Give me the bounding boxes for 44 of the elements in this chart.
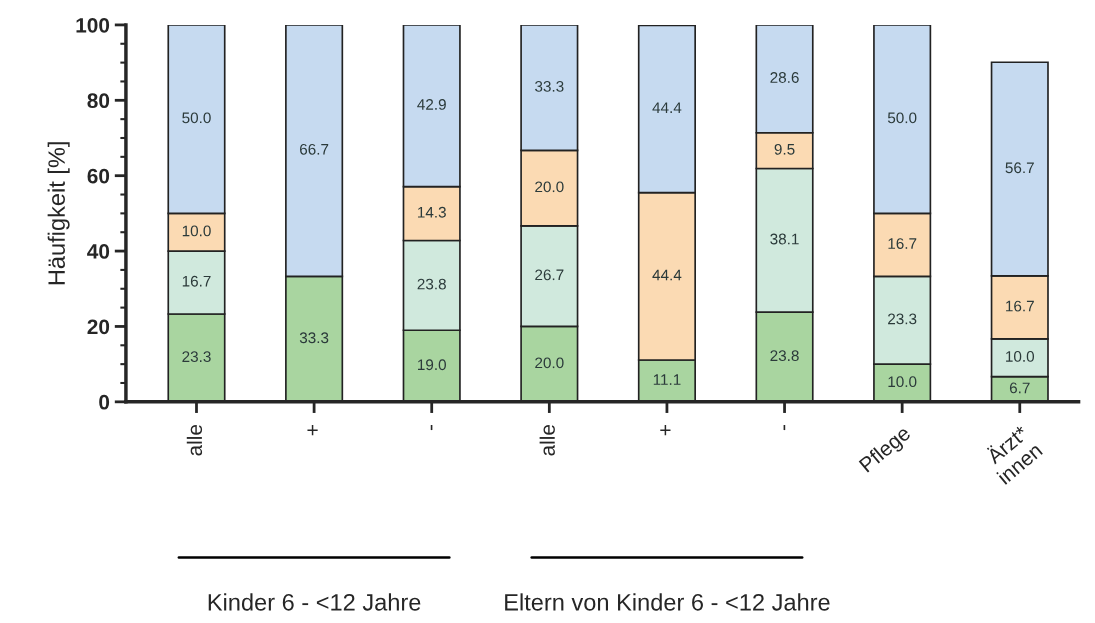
x-tick-label: - bbox=[430, 424, 433, 431]
data-label: 50.0 bbox=[887, 112, 917, 124]
data-label: 10.0 bbox=[888, 376, 917, 388]
y-tick-label: 60 bbox=[87, 168, 110, 184]
x-tick-label: alle bbox=[186, 424, 203, 456]
data-label: 6.7 bbox=[1009, 382, 1030, 394]
text: Eltern von Kinder 6 - <12 Jahre bbox=[505, 593, 830, 611]
x-tick-label: + bbox=[307, 425, 318, 436]
data-label: 50.0 bbox=[182, 112, 211, 124]
y-tick-label: 100 bbox=[76, 17, 110, 33]
data-label: 28.6 bbox=[770, 72, 799, 83]
data-label: 23.3 bbox=[888, 313, 917, 325]
data-label: 33.3 bbox=[535, 80, 564, 92]
data-label: 16.7 bbox=[182, 275, 211, 287]
x-tick-label: - bbox=[783, 424, 786, 431]
data-label: 16.7 bbox=[1006, 300, 1034, 312]
data-label: 26.7 bbox=[535, 269, 564, 281]
data-label: 33.3 bbox=[299, 332, 329, 344]
data-label: 23.3 bbox=[182, 351, 211, 363]
y-axis-title: Häufigkeit [%] bbox=[47, 142, 70, 285]
data-label: 66.7 bbox=[300, 143, 329, 155]
x-tick-label: alle bbox=[539, 424, 555, 456]
text: Kinder 6 - <12 Jahre bbox=[208, 593, 421, 611]
x-tick-label: + bbox=[660, 425, 671, 436]
data-label: 38.1 bbox=[770, 233, 799, 245]
data-label: 19.0 bbox=[418, 359, 446, 371]
data-label: 20.0 bbox=[535, 181, 564, 193]
data-label: 14.3 bbox=[418, 206, 446, 218]
y-tick-label: 0 bbox=[99, 394, 110, 410]
y-tick-label: 20 bbox=[87, 319, 110, 335]
data-label: 56.7 bbox=[1005, 162, 1034, 174]
data-label: 44.4 bbox=[652, 269, 682, 281]
data-label: 20.0 bbox=[535, 357, 564, 369]
data-label: 16.7 bbox=[888, 238, 917, 249]
y-tick-label: 40 bbox=[87, 244, 110, 259]
data-label: 10.0 bbox=[1006, 351, 1035, 362]
data-label: 9.5 bbox=[774, 143, 795, 155]
data-label: 10.0 bbox=[182, 225, 211, 237]
data-label: 23.8 bbox=[417, 278, 446, 290]
data-label: 44.4 bbox=[652, 102, 682, 113]
data-label: 11.1 bbox=[653, 374, 681, 385]
data-label: 23.8 bbox=[770, 350, 799, 362]
y-tick-label: 80 bbox=[87, 93, 110, 109]
data-label: 42.9 bbox=[417, 99, 446, 110]
